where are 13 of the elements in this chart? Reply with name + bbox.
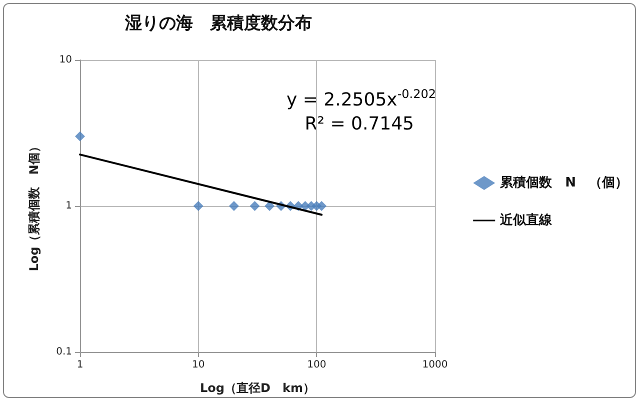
legend-label: 累積個数 N （個） [499, 176, 628, 190]
x-axis-title: Log（直径D km） [200, 381, 315, 395]
chart-title: 湿りの海 累積度数分布 [124, 14, 312, 34]
y-tick-label: 0.1 [56, 346, 72, 358]
y-tick-label: 1 [66, 200, 72, 212]
x-tick-label: 100 [307, 360, 326, 370]
x-tick-label: 10 [192, 360, 205, 370]
y-axis-title: Log（累積個数 N個） [27, 140, 41, 272]
x-tick-label: 1000 [422, 360, 448, 370]
annotation: R² = 0.7145 [304, 114, 414, 134]
legend-label: 近似直線 [499, 212, 554, 228]
x-tick-label: 1 [76, 360, 84, 370]
y-tick-label: 10 [59, 54, 72, 66]
